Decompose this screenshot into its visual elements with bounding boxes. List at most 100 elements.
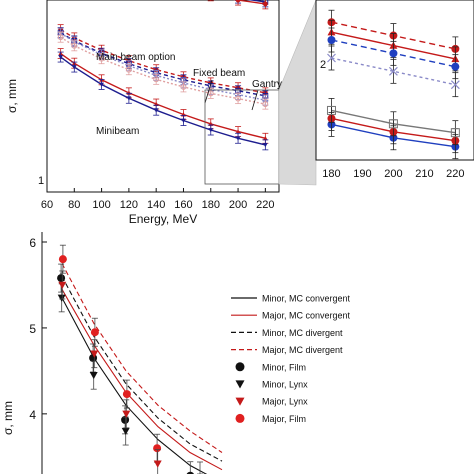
- bottom-line-3: [61, 263, 223, 453]
- legend-label: Major, MC divergent: [262, 345, 343, 355]
- top-main-marker-minibeam-minor: [181, 118, 186, 123]
- top-main-line-minibeam-major: [60, 53, 266, 139]
- gantry-arrow: [251, 89, 259, 111]
- bottom-y-ticks: 4 5 6: [29, 236, 47, 422]
- legend-entry: Major, MC divergent: [231, 345, 343, 355]
- top-main-errorbar: [71, 40, 78, 52]
- bottom-data-point: [121, 427, 130, 436]
- top-zoom-marker-zoom-minor: [450, 128, 460, 138]
- top-main-x-tick-label: 220: [256, 199, 274, 211]
- legend-label: Minor, Film: [262, 362, 306, 372]
- top-main-errorbar: [98, 53, 105, 65]
- bottom-data-point: [57, 274, 66, 283]
- top-main-marker-main-gantry: [71, 42, 78, 49]
- top-main-x-ticks: 60 80 100 120 140 160 180 200 220: [41, 188, 275, 211]
- top-main-marker-main-gantry: [153, 76, 160, 83]
- top-main-errorbar: [262, 98, 269, 110]
- top-main-marker-minibeam-minor: [71, 65, 77, 70]
- top-main-errorbar: [207, 0, 214, 2]
- bottom-y-tick-label: 6: [29, 236, 36, 250]
- top-main-series: [57, 0, 269, 151]
- top-main-x-tick-label: 120: [120, 199, 138, 211]
- top-main-line-main-fixed: [60, 32, 266, 97]
- legend-label: Major, Lynx: [262, 397, 308, 407]
- top-zoom-marker-zoom-blue: [388, 66, 398, 76]
- top-main-panel: 60 80 100 120 140 160 180 200 220 1 Energy, MeV …: [5, 0, 282, 226]
- bottom-data-point: [122, 410, 131, 418]
- top-main-marker-main-gantry: [57, 34, 64, 41]
- legend-entry: Major, MC convergent: [231, 311, 351, 321]
- bottom-ylabel: σ, mm: [1, 401, 15, 435]
- top-main-marker-main-gantry: [98, 55, 105, 62]
- legend-entry: Minor, Film: [235, 362, 306, 372]
- top-zoom-marker-zoom-blue: [389, 49, 398, 58]
- top-main-x-tick-label: 140: [147, 199, 165, 211]
- top-main-y-tick-1: 1: [38, 175, 44, 187]
- bottom-data-point: [153, 444, 162, 453]
- legend-label: Minor, MC convergent: [262, 294, 351, 304]
- top-main-axes-frame: [46, 0, 280, 193]
- bottom-data-point: [90, 350, 99, 358]
- top-zoom-errorbar: [452, 120, 459, 146]
- top-zoom-marker-zoom-minor: [326, 105, 336, 115]
- top-main-errorbar: [180, 81, 187, 93]
- bottom-data-point: [121, 415, 130, 424]
- top-main-x-tick-label: 160: [174, 199, 192, 211]
- bottom-data-point: [58, 281, 67, 289]
- bottom-data-point: [90, 328, 99, 337]
- bottom-line-2: [61, 276, 223, 462]
- top-main-x-tick-label: 80: [68, 199, 80, 211]
- top-main-marker-minibeam-minor: [262, 142, 268, 148]
- top-main-marker-minibeam-minor: [58, 55, 64, 60]
- top-main-marker-main-gantry: [125, 66, 132, 73]
- top-zoom-marker-zoom-blue: [451, 62, 460, 71]
- top-main-xlabel: Energy, MeV: [129, 212, 197, 226]
- top-main-marker-minibeam-major: [262, 135, 268, 141]
- legend-label: Minor, Lynx: [262, 380, 308, 390]
- top-main-x-tick-label: 180: [202, 199, 220, 211]
- top-main-errorbar: [57, 31, 64, 43]
- top-main-marker-minibeam-minor: [153, 108, 159, 113]
- top-main-marker-main-beam: [262, 1, 268, 7]
- top-main-marker-main-beam: [235, 0, 241, 3]
- bottom-errorbar: [197, 461, 203, 474]
- top-main-line-main-beam: [232, 0, 266, 5]
- legend-swatch-marker: [235, 362, 245, 372]
- legend-swatch-marker: [235, 380, 245, 389]
- top-main-marker-minibeam-minor: [208, 128, 214, 133]
- top-main-marker-minibeam-minor: [99, 82, 104, 87]
- annotation-fixed-beam: Fixed beam: [193, 68, 245, 79]
- top-zoom-x-tick-label: 200: [384, 168, 402, 180]
- bottom-legend: Minor, MC convergent Major, MC convergent…: [231, 294, 351, 424]
- top-main-marker-main-gantry: [262, 101, 269, 108]
- top-zoom-y-tick-2: 2: [320, 59, 326, 71]
- legend-swatch-marker: [235, 413, 245, 423]
- top-main-errorbar: [153, 73, 160, 85]
- bottom-data-point: [57, 294, 66, 302]
- bottom-data-point: [186, 471, 194, 474]
- top-zoom-marker-zoom-minor: [388, 119, 398, 129]
- top-main-line-main-fixed: [60, 29, 266, 94]
- top-main-x-tick-label: 100: [92, 199, 110, 211]
- zoom-connector: [278, 0, 317, 186]
- legend-label: Minor, MC divergent: [262, 328, 343, 338]
- top-main-marker-main-gantry: [180, 83, 187, 90]
- top-zoom-errorbar: [390, 111, 397, 137]
- bottom-panel: 4 5 6 σ, mm Minor, MC convergent Major, MC …: [1, 232, 351, 474]
- legend-entry: Major, Lynx: [235, 397, 308, 407]
- top-zoom-panel: 180 190 200 210 220 2: [315, 0, 474, 180]
- bottom-y-tick-label: 5: [29, 322, 36, 336]
- top-main-marker-minibeam-minor: [126, 96, 132, 101]
- bottom-line-0: [61, 297, 208, 474]
- top-zoom-x-tick-label: 190: [353, 168, 371, 180]
- legend-entry: Minor, MC convergent: [231, 294, 351, 304]
- top-main-marker-minibeam-major: [126, 90, 132, 95]
- legend-label: Major, MC convergent: [262, 311, 351, 321]
- bottom-data-point: [89, 371, 98, 380]
- legend-swatch-marker: [235, 397, 245, 406]
- annotation-minibeam: Minibeam: [96, 126, 139, 137]
- bottom-line-1: [61, 289, 223, 471]
- bottom-y-tick-label: 4: [29, 408, 36, 422]
- bottom-data-point: [122, 390, 131, 399]
